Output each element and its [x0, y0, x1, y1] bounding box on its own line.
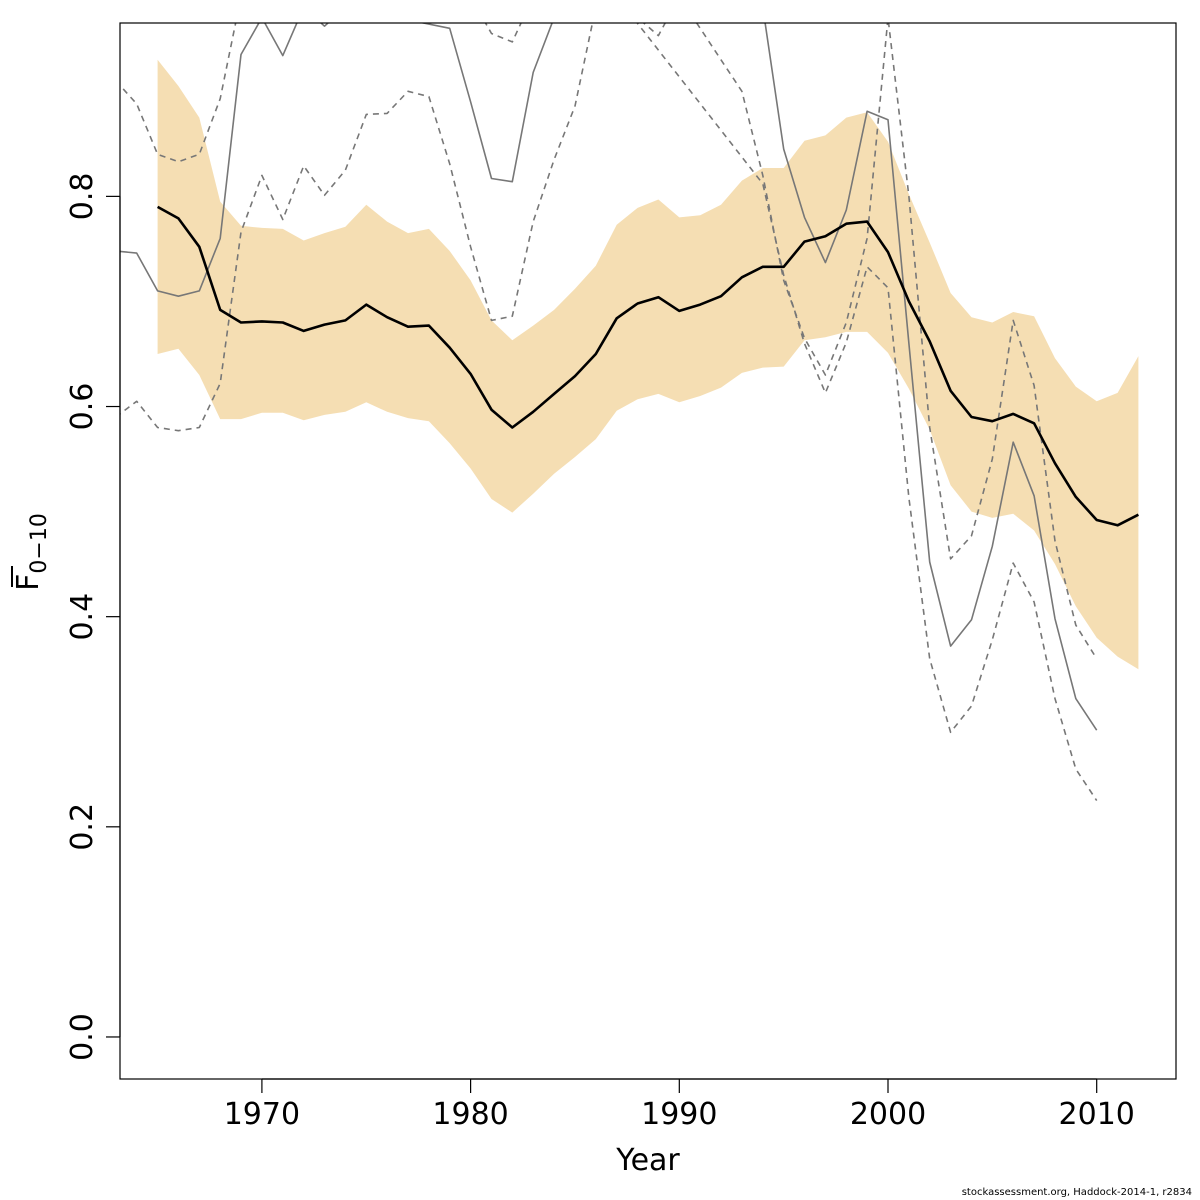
- y-axis-title-subscript: 0−10: [27, 513, 52, 573]
- y-axis-title: F0−10: [11, 513, 52, 591]
- x-tick-label: 2010: [1059, 1097, 1135, 1132]
- x-axis: 1970 1980 1990 2000 2010: [224, 1078, 1135, 1132]
- y-axis-title-group: F0−10: [11, 513, 52, 591]
- estimate-line: [156, 205, 1139, 527]
- confidence-band: [157, 59, 1139, 670]
- y-axis-title-main: F: [11, 574, 46, 591]
- retro-dashed-line-2: [120, 23, 1098, 802]
- y-tick-label: 0.2: [65, 803, 100, 851]
- x-tick-label: 1980: [432, 1097, 508, 1132]
- y-tick-label: 0.0: [65, 1013, 100, 1061]
- plot-frame: [119, 22, 1177, 1080]
- footer-caption: stockassessment.org, Haddock-2014-1, r28…: [961, 1187, 1192, 1198]
- y-tick-label: 0.6: [65, 383, 100, 431]
- y-tick-label: 0.8: [65, 173, 100, 221]
- y-tick-label: 0.4: [65, 593, 100, 641]
- x-tick-label: 2000: [850, 1097, 926, 1132]
- plot-area: [120, 23, 1139, 802]
- y-axis: 0.0 0.2 0.4 0.6 0.8: [65, 173, 121, 1061]
- retro-dashed-line-3: [120, 23, 1098, 660]
- x-tick-label: 1990: [641, 1097, 717, 1132]
- x-tick-label: 1970: [224, 1097, 300, 1132]
- x-axis-title: Year: [615, 1143, 680, 1178]
- retro-solid-line-1: [120, 23, 1098, 731]
